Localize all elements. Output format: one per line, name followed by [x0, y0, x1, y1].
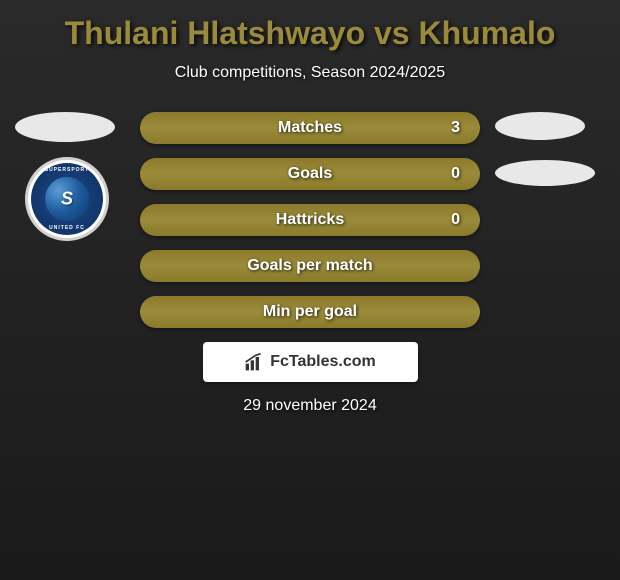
logo-text: FcTables.com	[270, 353, 376, 371]
chart-icon	[244, 352, 264, 372]
stat-label: Goals	[288, 165, 332, 183]
logo-content: FcTables.com	[244, 352, 376, 372]
stat-label: Matches	[278, 119, 342, 137]
player-right-avatar-1	[495, 112, 585, 140]
player-left-column: SUPERSPORT S UNITED FC	[15, 112, 125, 241]
badge-text-top: SUPERSPORT	[45, 167, 89, 173]
badge-inner: SUPERSPORT S UNITED FC	[31, 163, 103, 235]
stat-label: Hattricks	[276, 211, 344, 229]
stat-label: Min per goal	[263, 303, 357, 321]
stat-value: 0	[451, 165, 460, 183]
player-left-avatar	[15, 112, 115, 142]
badge-text-bottom: UNITED FC	[49, 225, 85, 231]
club-badge-left: SUPERSPORT S UNITED FC	[25, 157, 109, 241]
stat-bar-min-per-goal: Min per goal	[140, 296, 480, 328]
badge-sphere: S	[45, 177, 89, 221]
player-right-avatar-2	[495, 160, 595, 186]
stat-label: Goals per match	[247, 257, 372, 275]
stat-value: 0	[451, 211, 460, 229]
content-area: SUPERSPORT S UNITED FC Matches 3 Goals 0	[10, 112, 610, 415]
main-container: Thulani Hlatshwayo vs Khumalo Club compe…	[0, 0, 620, 425]
stats-container: Matches 3 Goals 0 Hattricks 0 Goals per …	[140, 112, 480, 328]
stat-bar-matches: Matches 3	[140, 112, 480, 144]
badge-letter: S	[61, 189, 73, 210]
stat-bar-hattricks: Hattricks 0	[140, 204, 480, 236]
subtitle: Club competitions, Season 2024/2025	[10, 64, 610, 82]
stat-bar-goals: Goals 0	[140, 158, 480, 190]
date-text: 29 november 2024	[10, 397, 610, 415]
player-right-column	[495, 112, 595, 186]
stat-value: 3	[451, 119, 460, 137]
logo-box[interactable]: FcTables.com	[203, 342, 418, 382]
page-title: Thulani Hlatshwayo vs Khumalo	[10, 15, 610, 52]
stat-bar-goals-per-match: Goals per match	[140, 250, 480, 282]
